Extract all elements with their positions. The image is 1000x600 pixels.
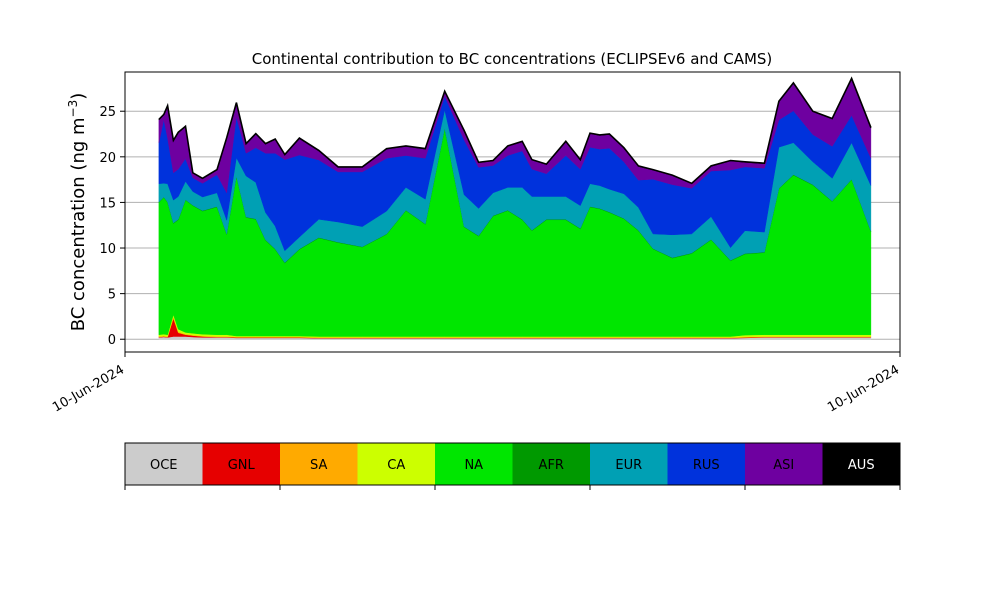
legend-label: OCE bbox=[150, 458, 178, 473]
legend-swatch-ca bbox=[357, 443, 436, 485]
y-tick-label: 25 bbox=[99, 105, 116, 120]
y-tick-label: 0 bbox=[108, 333, 116, 348]
legend-frame bbox=[124, 442, 901, 486]
x-tick-label: 10-Jun-2024 bbox=[825, 362, 902, 415]
y-axis-ticks: 0 5 10 15 20 25 bbox=[99, 105, 125, 348]
y-tick-label: 5 bbox=[108, 288, 116, 303]
legend-swatch-aus bbox=[822, 443, 901, 485]
total-outline bbox=[158, 76, 872, 185]
legend-swatch-oce bbox=[125, 443, 203, 485]
x-axis-ticks: 10-Jun-2024 10-Jun-2024 bbox=[50, 352, 902, 415]
y-axis-label-text: BC concentration (ng m bbox=[68, 117, 89, 331]
y-tick-label: 10 bbox=[99, 242, 116, 257]
legend-label: AUS bbox=[848, 458, 875, 473]
legend-swatch-rus bbox=[667, 443, 746, 485]
colorbar-legend: OCE GNL SA CA NA AFR EUR RUS ASI AUS bbox=[124, 442, 901, 490]
legend-swatch-gnl bbox=[202, 443, 281, 485]
legend-label: ASI bbox=[773, 458, 794, 473]
stacked-areas bbox=[158, 77, 872, 340]
y-axis-label-close: ) bbox=[68, 93, 89, 100]
y-axis-label-sup: −3 bbox=[66, 100, 80, 118]
legend-swatch-na bbox=[435, 443, 513, 485]
y-axis-label: BC concentration (ng m−3) bbox=[66, 93, 89, 332]
legend-swatch-afr bbox=[512, 443, 591, 485]
legend-label: NA bbox=[464, 458, 483, 473]
legend-swatch-eur bbox=[590, 443, 668, 485]
chart-title: Continental contribution to BC concentra… bbox=[252, 50, 773, 68]
y-tick-label: 15 bbox=[99, 196, 116, 211]
legend-label: GNL bbox=[228, 458, 256, 473]
legend-swatch-asi bbox=[745, 443, 823, 485]
legend-label: RUS bbox=[693, 458, 720, 473]
x-tick-label: 10-Jun-2024 bbox=[50, 362, 127, 415]
plot-frame bbox=[124, 71, 901, 353]
legend-swatch-sa bbox=[280, 443, 358, 485]
legend-label: EUR bbox=[615, 458, 642, 473]
legend-label: AFR bbox=[539, 458, 564, 473]
y-tick-label: 20 bbox=[99, 151, 116, 166]
legend-label: CA bbox=[387, 458, 405, 473]
legend-label: SA bbox=[310, 458, 327, 473]
